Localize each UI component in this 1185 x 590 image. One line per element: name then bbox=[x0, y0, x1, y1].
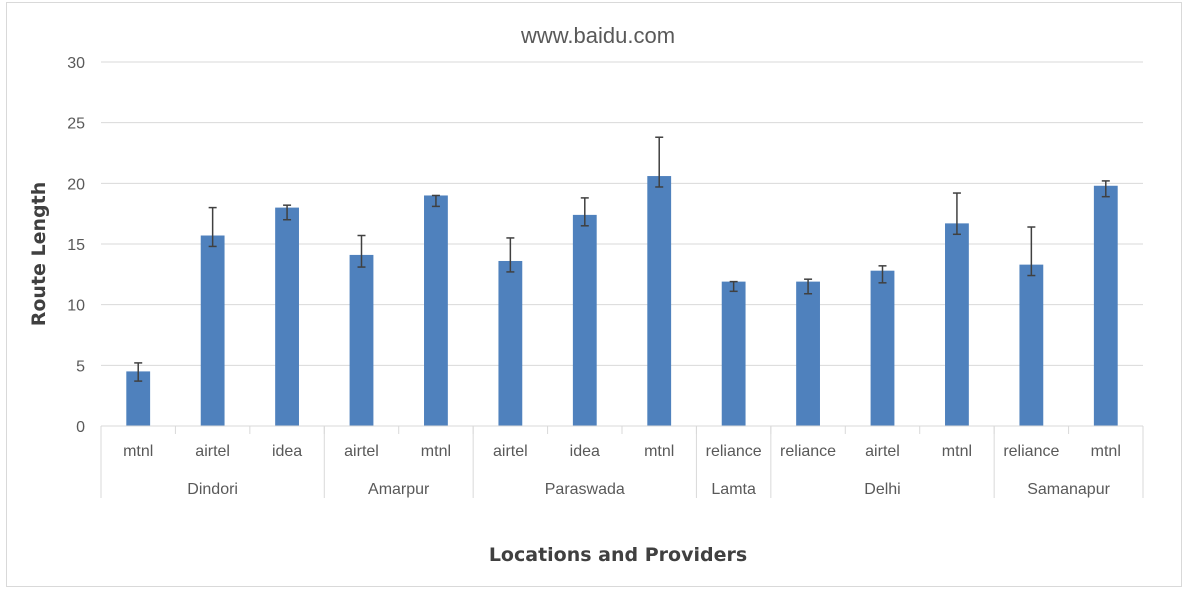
y-tick-label: 20 bbox=[67, 176, 85, 193]
provider-label: reliance bbox=[1003, 443, 1059, 460]
provider-label: mtnl bbox=[123, 443, 153, 460]
provider-label: mtnl bbox=[421, 443, 451, 460]
bar bbox=[126, 371, 151, 426]
bar bbox=[275, 207, 299, 426]
y-tick-label: 5 bbox=[76, 358, 85, 375]
bar bbox=[870, 270, 895, 426]
y-tick-label: 15 bbox=[67, 237, 85, 254]
chart-title: www.baidu.com bbox=[520, 23, 675, 48]
bar bbox=[721, 281, 746, 426]
provider-label: mtnl bbox=[942, 443, 972, 460]
y-tick-label: 0 bbox=[76, 419, 85, 436]
x-axis: mtnl airtel idea Dindori airtel mtnl Amarpur ai… bbox=[100, 425, 1144, 498]
x-axis-title: Locations and Providers bbox=[489, 544, 747, 566]
provider-label: idea bbox=[570, 443, 600, 460]
provider-label: airtel bbox=[344, 443, 379, 460]
bar bbox=[1019, 264, 1044, 426]
bar bbox=[424, 195, 448, 426]
bar bbox=[1093, 185, 1118, 426]
provider-label: mtnl bbox=[644, 443, 674, 460]
location-label: Paraswada bbox=[545, 481, 625, 498]
bar bbox=[498, 260, 523, 426]
location-label: Lamta bbox=[711, 481, 756, 498]
bar bbox=[945, 223, 969, 426]
y-tick-label: 30 bbox=[67, 55, 85, 72]
bar bbox=[349, 254, 374, 426]
gridlines bbox=[101, 61, 1143, 366]
provider-label: airtel bbox=[195, 443, 230, 460]
y-tick-label: 25 bbox=[67, 116, 85, 133]
provider-label: reliance bbox=[706, 443, 762, 460]
location-label: Amarpur bbox=[368, 481, 430, 498]
location-label: Delhi bbox=[864, 481, 900, 498]
bar bbox=[200, 235, 225, 426]
provider-label: airtel bbox=[865, 443, 900, 460]
location-label: Dindori bbox=[187, 481, 238, 498]
error-bars bbox=[134, 136, 1110, 382]
bar bbox=[647, 176, 672, 426]
y-tick-label: 10 bbox=[67, 298, 85, 315]
bars bbox=[126, 176, 1118, 426]
provider-label: idea bbox=[272, 443, 302, 460]
y-axis-title: Route Length bbox=[28, 182, 50, 327]
location-label: Samanapur bbox=[1027, 481, 1110, 498]
provider-label: reliance bbox=[780, 443, 836, 460]
y-axis-ticks: 0 5 10 15 20 25 30 bbox=[67, 55, 85, 436]
provider-label: mtnl bbox=[1091, 443, 1121, 460]
bar bbox=[796, 281, 820, 426]
bar bbox=[572, 214, 597, 426]
provider-label: airtel bbox=[493, 443, 528, 460]
